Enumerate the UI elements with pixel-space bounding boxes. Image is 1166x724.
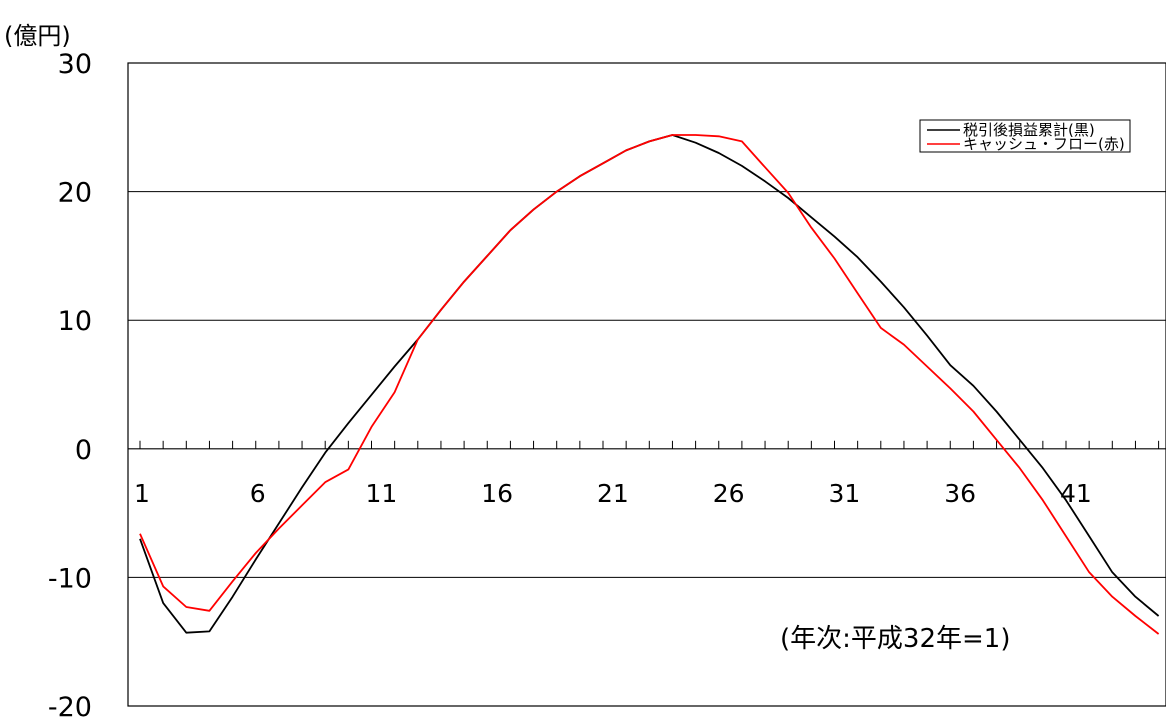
y-axis-tick-labels: 30 20 10 0 -10 -20 <box>48 49 92 723</box>
x-tick-label: 31 <box>829 479 861 508</box>
gridlines <box>128 191 1166 578</box>
y-tick-label: 10 <box>58 306 92 337</box>
x-tick-label: 41 <box>1060 479 1092 508</box>
y-tick-label: 30 <box>58 49 92 80</box>
series-lines <box>139 134 1160 635</box>
x-tick-label: 21 <box>597 479 629 508</box>
x-tick-label: 6 <box>250 479 266 508</box>
y-tick-label: -10 <box>48 563 92 594</box>
x-axis-tick-labels: 1 6 11 16 21 26 31 36 41 <box>134 479 1092 508</box>
legend-box <box>919 119 1131 153</box>
x-tick-label: 36 <box>944 479 976 508</box>
y-tick-label: -20 <box>48 692 92 723</box>
x-tick-label: 1 <box>134 479 150 508</box>
x-axis <box>128 440 1166 450</box>
plot-area-border <box>127 62 1166 707</box>
y-tick-label: 0 <box>75 435 92 466</box>
series-line-cash-flow <box>139 134 1160 635</box>
y-tick-label: 20 <box>58 178 92 209</box>
x-tick-label: 26 <box>713 479 745 508</box>
legend-label-red: キャッシュ・フロー(赤) <box>963 135 1125 153</box>
legend-label-black: 税引後損益累計(黒) <box>963 121 1095 139</box>
x-tick-label: 11 <box>366 479 398 508</box>
x-tick-label: 16 <box>481 479 513 508</box>
y-axis-unit-label: (億円) <box>4 22 71 50</box>
series-line-after-tax-cumulative <box>139 134 1160 634</box>
legend: 税引後損益累計(黒) キャッシュ・フロー(赤) <box>919 119 1131 153</box>
year-note: (年次:平成32年=1) <box>780 624 1010 654</box>
